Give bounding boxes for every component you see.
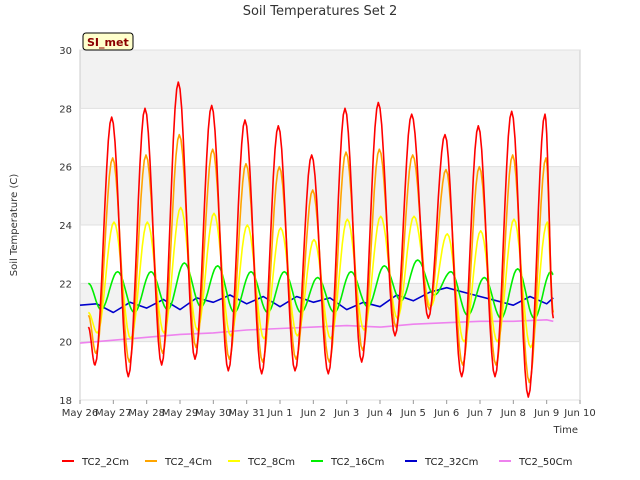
legend-label: TC2_50Cm — [518, 457, 572, 468]
plot-band — [80, 225, 580, 284]
plot-band — [80, 341, 580, 400]
y-axis-label: Soil Temperature (C) — [9, 174, 20, 277]
x-tick-label: Jun 6 — [433, 408, 459, 419]
legend-label: TC2_4Cm — [164, 457, 212, 468]
station-badge-text: SI_met — [87, 36, 129, 49]
x-axis-label: Time — [553, 425, 578, 436]
x-tick-label: May 30 — [195, 408, 232, 419]
station-badge: SI_met — [82, 32, 134, 51]
x-tick-label: Jun 1 — [266, 408, 292, 419]
y-tick-label: 26 — [59, 163, 72, 174]
grid-lines — [80, 49, 580, 401]
x-tick-label: Jun 2 — [300, 408, 326, 419]
series-lines — [79, 81, 555, 398]
y-tick-label: 18 — [59, 396, 72, 407]
plot-band — [80, 166, 580, 225]
series-line-tc2-2cm — [87, 81, 555, 398]
chart-title: Soil Temperatures Set 2 — [243, 4, 398, 19]
x-tick-label: Jun 5 — [400, 408, 426, 419]
y-tick-label: 22 — [59, 279, 72, 290]
y-tick-label: 20 — [59, 338, 72, 349]
x-tick-label: May 28 — [128, 408, 165, 419]
y-tick-label: 28 — [59, 104, 72, 115]
y-tick-label: 24 — [59, 221, 72, 232]
legend-label: TC2_16Cm — [330, 457, 384, 468]
x-tick-label: May 31 — [228, 408, 265, 419]
x-tick-label: Jun 8 — [500, 408, 526, 419]
y-axis-ticks: 18 20 22 24 26 28 30 — [59, 46, 72, 407]
x-tick-label: Jun 9 — [533, 408, 559, 419]
legend-label: TC2_8Cm — [247, 457, 295, 468]
x-tick-label: May 27 — [95, 408, 132, 419]
legend-label: TC2_2Cm — [81, 457, 129, 468]
x-tick-label: Jun 10 — [563, 408, 596, 419]
plot-band — [80, 50, 580, 109]
x-tick-label: May 29 — [162, 408, 199, 419]
x-tick-label: Jun 3 — [333, 408, 359, 419]
plot-band — [80, 108, 580, 167]
x-tick-label: Jun 7 — [466, 408, 492, 419]
x-tick-label: May 26 — [62, 408, 99, 419]
y-tick-label: 30 — [59, 46, 72, 57]
series-line-tc2-50cm — [79, 319, 554, 344]
plot-background — [79, 49, 581, 401]
legend: TC2_2Cm TC2_4Cm TC2_8Cm TC2_16Cm TC2_32Cm TC2… — [62, 457, 572, 468]
legend-label: TC2_32Cm — [424, 457, 478, 468]
x-tick-label: Jun 4 — [366, 408, 392, 419]
